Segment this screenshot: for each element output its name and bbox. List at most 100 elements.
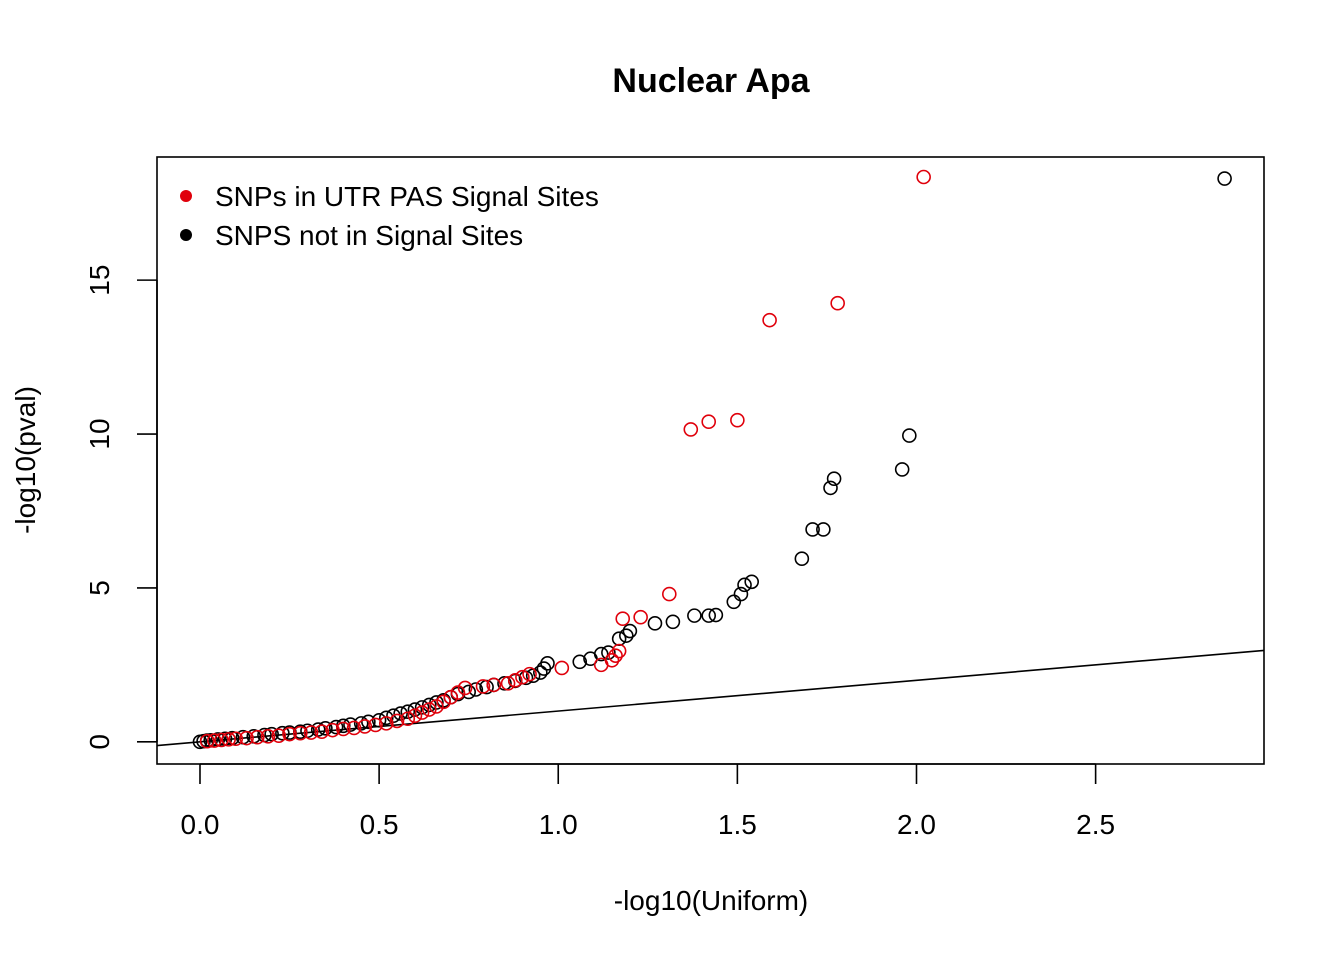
x-axis: 0.0 0.5 1.0 1.5 2.0 2.5: [181, 763, 1115, 840]
data-point: [916, 169, 931, 185]
x-tick-label: 1.0: [539, 809, 578, 840]
legend-marker-black: [180, 229, 192, 241]
data-point: [414, 700, 430, 715]
data-point: [264, 726, 279, 742]
data-point: [228, 731, 244, 747]
data-point: [622, 623, 638, 639]
data-point: [826, 471, 842, 486]
data-point: [314, 724, 330, 739]
data-point: [500, 676, 516, 691]
data-point: [389, 713, 405, 729]
data-point: [701, 414, 717, 430]
data-point: [615, 611, 631, 627]
data-point: [275, 725, 290, 741]
data-point: [328, 719, 344, 735]
data-point: [293, 725, 308, 741]
reference-line: [156, 649, 1265, 747]
data-point: [325, 722, 340, 738]
data-point: [400, 704, 416, 719]
data-point: [823, 480, 838, 496]
y-tick-label: 5: [84, 580, 115, 596]
data-point: [515, 669, 530, 685]
data-point: [357, 719, 373, 734]
data-point: [282, 726, 297, 742]
data-point: [540, 656, 555, 671]
data-point: [199, 733, 215, 749]
data-point: [593, 646, 609, 662]
y-tick-label: 0: [84, 734, 115, 750]
data-point: [1217, 171, 1232, 186]
x-tick-label: 1.5: [718, 809, 757, 840]
data-point: [443, 689, 459, 705]
data-point: [361, 714, 376, 730]
y-axis-label: -log10(pval): [10, 386, 41, 534]
data-point: [378, 716, 394, 731]
data-point: [744, 574, 759, 590]
data-point: [611, 643, 627, 659]
data-point: [701, 608, 717, 623]
data-point: [633, 609, 648, 625]
data-point: [407, 702, 423, 717]
x-tick-label: 0.5: [360, 809, 399, 840]
data-point: [794, 551, 810, 566]
data-point: [371, 712, 387, 728]
data-point: [665, 614, 681, 630]
data-point: [414, 705, 430, 720]
data-point: [436, 694, 451, 710]
data-point: [816, 522, 831, 537]
data-point: [457, 680, 473, 696]
data-point: [619, 628, 634, 643]
data-point: [687, 608, 702, 623]
series-snps-in-utr-pas-signal-sites: [199, 169, 931, 749]
data-point: [830, 295, 845, 311]
data-point: [271, 728, 287, 743]
legend-label-red: SNPs in UTR PAS Signal Sites: [215, 181, 599, 212]
data-point: [601, 645, 616, 660]
data-point: [450, 685, 466, 700]
data-point: [737, 577, 752, 593]
data-point: [310, 722, 326, 737]
data-point: [214, 732, 229, 748]
data-point: [533, 665, 548, 680]
legend-label-black: SNPS not in Signal Sites: [215, 220, 523, 251]
data-point: [762, 312, 777, 328]
data-point: [378, 710, 394, 726]
x-axis-label: -log10(Uniform): [614, 885, 809, 916]
data-point: [726, 594, 742, 610]
data-point: [647, 616, 663, 631]
data-point: [708, 607, 724, 623]
data-point: [221, 732, 236, 747]
data-point: [894, 462, 910, 477]
x-tick-label: 0.0: [181, 809, 220, 840]
data-point: [604, 652, 620, 668]
y-tick-label: 15: [84, 265, 115, 296]
data-point: [353, 716, 369, 731]
data-point: [805, 522, 820, 537]
series-snps-not-in-signal-sites: [192, 171, 1232, 750]
data-point: [730, 412, 745, 428]
data-point: [335, 721, 351, 737]
data-point: [733, 586, 749, 602]
data-point: [683, 422, 699, 437]
data-point: [497, 676, 512, 691]
x-tick-label: 2.5: [1076, 809, 1115, 840]
data-point: [343, 717, 358, 732]
data-point: [346, 720, 362, 736]
data-point: [239, 730, 254, 746]
y-tick-label: 10: [84, 418, 115, 449]
chart-title: Nuclear Apa: [612, 62, 810, 100]
data-point: [318, 720, 333, 736]
data-point: [554, 660, 570, 676]
data-point: [250, 729, 265, 745]
y-axis: 0 5 10 15: [84, 265, 158, 750]
legend: SNPs in UTR PAS Signal Sites SNPS not in…: [180, 181, 599, 251]
data-point: [486, 677, 502, 693]
data-point: [429, 699, 444, 714]
data-point: [461, 684, 476, 700]
data-point: [522, 666, 537, 682]
data-point: [407, 708, 423, 723]
legend-marker-red: [180, 190, 192, 202]
data-point: [468, 682, 484, 697]
data-point: [260, 728, 276, 744]
